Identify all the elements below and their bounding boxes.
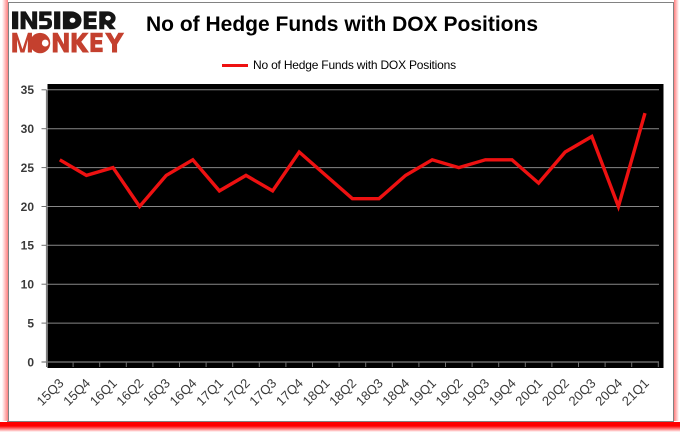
svg-text:16Q3: 16Q3: [140, 376, 173, 409]
svg-text:17Q4: 17Q4: [273, 376, 306, 409]
svg-text:5: 5: [27, 316, 34, 330]
svg-text:19Q2: 19Q2: [433, 376, 466, 409]
svg-text:16Q2: 16Q2: [113, 376, 146, 409]
svg-text:21Q1: 21Q1: [619, 376, 652, 409]
svg-text:17Q3: 17Q3: [246, 376, 279, 409]
svg-text:15Q3: 15Q3: [34, 376, 67, 409]
svg-text:17Q1: 17Q1: [193, 376, 226, 409]
svg-text:20Q3: 20Q3: [566, 376, 599, 409]
svg-text:18Q4: 18Q4: [379, 376, 412, 409]
svg-text:16Q4: 16Q4: [167, 376, 200, 409]
svg-text:19Q4: 19Q4: [486, 376, 519, 409]
svg-text:19Q3: 19Q3: [459, 376, 492, 409]
svg-text:18Q1: 18Q1: [300, 376, 333, 409]
svg-text:0: 0: [27, 355, 34, 369]
svg-text:20Q1: 20Q1: [512, 376, 545, 409]
svg-text:20Q4: 20Q4: [592, 376, 625, 409]
svg-text:20Q2: 20Q2: [539, 376, 572, 409]
svg-text:30: 30: [21, 122, 35, 136]
svg-text:35: 35: [21, 83, 35, 97]
svg-text:15: 15: [21, 239, 35, 253]
svg-text:20: 20: [21, 200, 35, 214]
svg-text:17Q2: 17Q2: [220, 376, 253, 409]
svg-text:25: 25: [21, 161, 35, 175]
svg-text:16Q1: 16Q1: [87, 376, 120, 409]
svg-text:18Q2: 18Q2: [326, 376, 359, 409]
svg-text:19Q1: 19Q1: [406, 376, 439, 409]
svg-text:10: 10: [21, 278, 35, 292]
svg-text:18Q3: 18Q3: [353, 376, 386, 409]
svg-text:15Q4: 15Q4: [60, 376, 93, 409]
